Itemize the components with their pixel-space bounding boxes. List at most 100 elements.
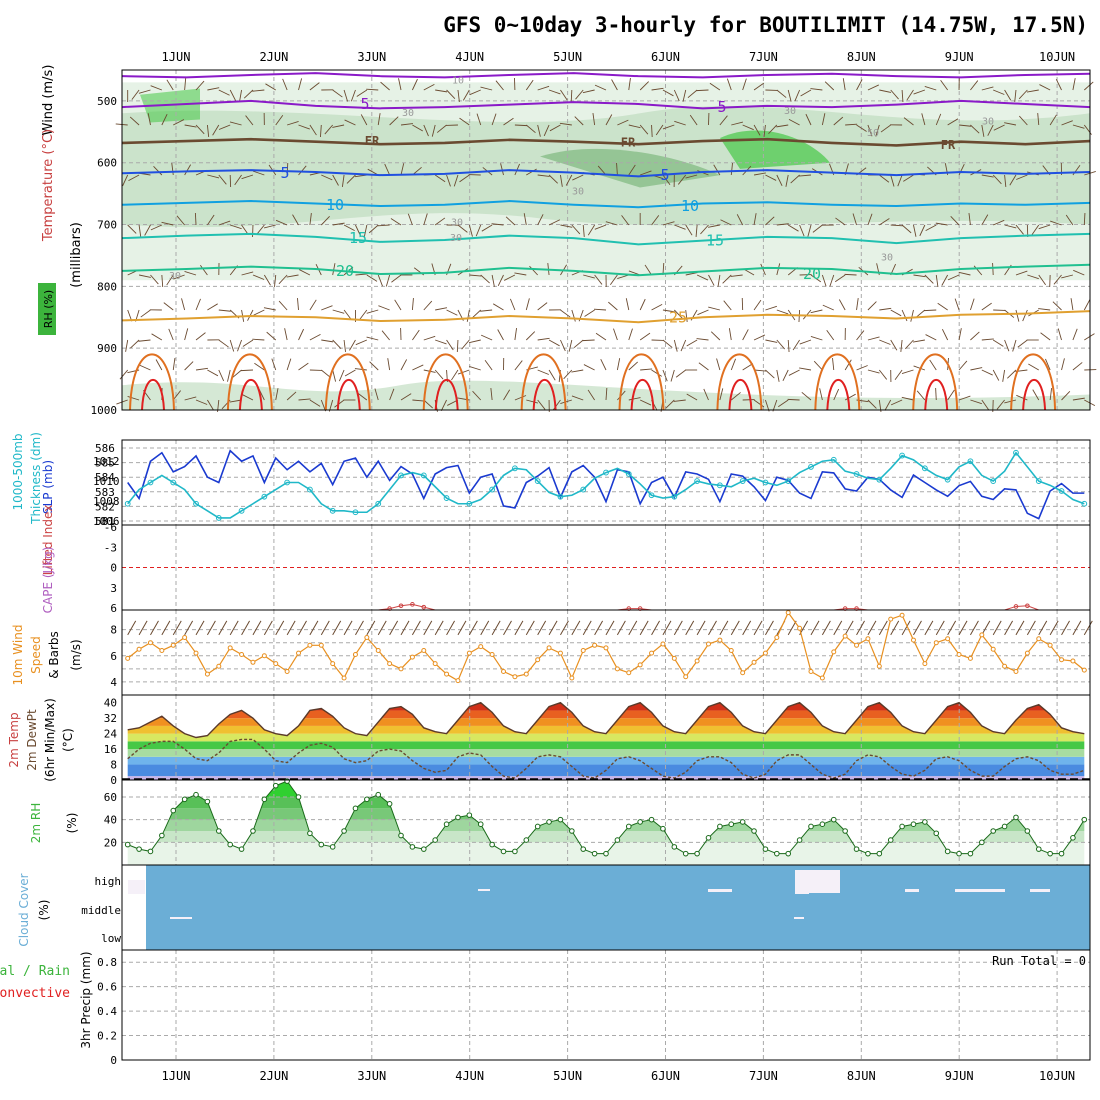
temp-band [127, 718, 1085, 726]
wind-barb [184, 124, 197, 128]
wind-barb [832, 358, 835, 371]
temp-tick-label: 40 [104, 697, 117, 710]
wind-barb [389, 388, 395, 401]
wind-barb [263, 274, 271, 286]
wind-barb [440, 399, 447, 411]
wind-barb [856, 298, 859, 311]
thickness-marker [215, 515, 222, 521]
wind-barb [867, 213, 873, 226]
panel-3hr-precip: 0.8 0.6 0.4 0.2 0 Run Total = 0 [97, 949, 1091, 1067]
wind-barb [548, 89, 561, 95]
wind-barb [940, 80, 949, 91]
wind-barb [673, 89, 680, 102]
wind-barb [776, 174, 783, 186]
wind-barb [867, 336, 880, 341]
wind-barb [525, 124, 536, 134]
wind-barb [389, 116, 399, 126]
wind-barb [753, 172, 766, 176]
wind-barb [309, 82, 320, 91]
rh-marker [238, 846, 245, 852]
wind-barb [144, 224, 151, 236]
wind-barb [500, 163, 504, 176]
wind-barb [677, 174, 687, 185]
thickness-marker [124, 500, 131, 507]
thickness-marker [603, 469, 609, 476]
wind-speed-marker [569, 675, 575, 681]
thickness-marker [420, 472, 427, 479]
lifted-index-label: Lifted Index [41, 505, 55, 576]
precip-tick-label: 0.8 [97, 956, 117, 969]
wind-barb [842, 78, 846, 91]
wind-speed-marker [888, 616, 894, 622]
thickness-marker [853, 471, 860, 477]
wind-barb [833, 620, 843, 636]
rh-marker [967, 850, 974, 857]
wind-speed-marker [501, 668, 507, 674]
rh-marker [409, 844, 416, 850]
wind-barb [910, 309, 914, 322]
rh-marker [614, 837, 621, 843]
wind-barb [346, 174, 356, 184]
wind-barb [810, 274, 822, 283]
wind-barb [245, 115, 254, 126]
wind-barb [947, 274, 960, 281]
wind-barb [651, 303, 663, 311]
wind-speed-marker [945, 636, 951, 642]
rh-marker [534, 823, 541, 830]
rh-band [127, 831, 1085, 843]
wind-label: 10m Wind [11, 625, 25, 686]
isotherm-label: 20 [803, 265, 821, 283]
temp-tick-label: 32 [104, 712, 117, 725]
wind-barb [497, 329, 504, 341]
wind-barb [592, 113, 596, 126]
wind-barb [321, 369, 331, 378]
wind-speed-marker [808, 668, 814, 674]
wind-speed-marker [1047, 642, 1053, 648]
wind-barb [595, 332, 607, 341]
thickness-marker [899, 452, 905, 459]
cloud-label: Cloud Cover [17, 873, 31, 946]
wind-barb [730, 620, 740, 636]
wind-barb [753, 299, 762, 311]
precip-tick-label: 0.2 [97, 1030, 117, 1043]
wind-barb [139, 364, 151, 371]
wind-barb [947, 389, 955, 401]
wind-speed-marker [842, 633, 848, 639]
wind-barb [673, 620, 683, 636]
rh-marker [204, 798, 211, 805]
wind-barb [765, 620, 774, 636]
isotherm-loop [716, 353, 763, 411]
wind-barb [845, 123, 858, 126]
upper-pressure-label: (millibars) [69, 222, 84, 288]
wind-barb [901, 224, 912, 234]
wind-barb [491, 274, 495, 287]
wind-barb [456, 339, 459, 353]
wind-barb [844, 273, 857, 276]
wind-barb [140, 309, 151, 318]
wind-tick-label: 4 [110, 676, 117, 689]
wind-speed-marker [865, 636, 871, 642]
wind-barb [565, 174, 573, 186]
thickness-marker [694, 478, 701, 484]
wind-barb [548, 219, 561, 226]
wind-barb [161, 274, 164, 288]
wind-barb [941, 329, 949, 341]
isotherm-line [121, 72, 1091, 79]
wind-barb [628, 620, 638, 636]
wind-barb [605, 221, 618, 226]
wind-barb [537, 124, 541, 137]
wind-barb [292, 214, 299, 226]
wind-barb [229, 89, 237, 101]
rh-marker [318, 841, 325, 848]
rh-marker [717, 823, 723, 830]
wind-barb [958, 328, 962, 341]
wind-barb [834, 274, 846, 283]
isotherm-loop [520, 353, 567, 411]
x-tick-label-top: 4JUN [455, 50, 484, 64]
wind-barb [662, 369, 668, 382]
rh-marker [124, 841, 131, 848]
wind-barb [1083, 212, 1086, 226]
wind-speed-marker [125, 655, 131, 661]
wind-barb [256, 224, 265, 235]
wind-barb [252, 274, 265, 280]
